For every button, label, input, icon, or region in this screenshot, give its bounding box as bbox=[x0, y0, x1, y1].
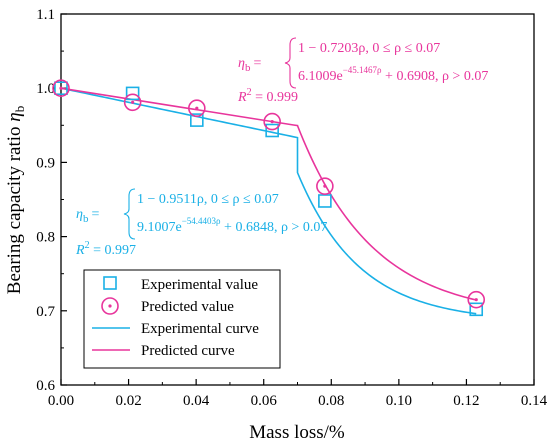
x-tick-label: 0.08 bbox=[318, 393, 344, 409]
x-tick-label: 0.00 bbox=[48, 393, 74, 409]
legend-item-predicted-value: Predicted value bbox=[101, 297, 234, 315]
legend-item-predicted-curve: Predicted curve bbox=[92, 343, 235, 359]
pred-line1: 1 − 0.7203ρ, 0 ≤ ρ ≤ 0.07 bbox=[298, 41, 440, 56]
x-tick-label: 0.04 bbox=[183, 393, 210, 409]
pred-brace bbox=[284, 37, 297, 89]
legend-label-experimental-value: Experimental value bbox=[141, 277, 258, 293]
exp-line2-exp: −54.4403ρ bbox=[182, 216, 221, 226]
predicted-value-point-dot bbox=[59, 86, 63, 90]
predicted-value-point-dot bbox=[195, 106, 199, 110]
y-axis-title-symbol: η bbox=[4, 112, 25, 121]
legend-label-predicted-value: Predicted value bbox=[141, 299, 234, 315]
svg-text:9.1007e−54.4403ρ + 0.6848, ρ: 9.1007e−54.4403ρ + 0.6848, ρ > 0.07 bbox=[137, 216, 327, 235]
legend: Experimental value Predicted value Exper… bbox=[83, 269, 281, 369]
pred-line2-exp: −45.1467ρ bbox=[343, 65, 382, 75]
predicted-value-point bbox=[316, 177, 334, 195]
svg-text:ηb=: ηb = bbox=[238, 56, 261, 74]
svg-text:ηb=: ηb = bbox=[76, 207, 99, 225]
exp-r2-sup: 2 bbox=[85, 240, 90, 251]
legend-circle-marker bbox=[101, 297, 119, 315]
predicted-value-point-dot bbox=[270, 119, 274, 124]
predicted-value-point bbox=[123, 93, 142, 112]
pred-r2-sup: 2 bbox=[247, 87, 252, 98]
predicted-value-point bbox=[52, 79, 70, 97]
pred-r2-value: = 0.999 bbox=[252, 90, 298, 105]
y-axis-title-subscript: b bbox=[12, 106, 27, 113]
predicted-value-point bbox=[188, 99, 206, 118]
y-tick-label: 0.9 bbox=[36, 155, 55, 171]
pred-r2-label: R bbox=[237, 90, 247, 105]
y-axis-title: Bearing capacity ratio ηb bbox=[4, 106, 27, 294]
legend-label-predicted-curve: Predicted curve bbox=[141, 343, 235, 359]
predicted-value-point bbox=[263, 112, 281, 131]
predicted-value-point-dot bbox=[474, 298, 478, 302]
experimental-equation: ηb = 1 − 0.9511ρ, 0 ≤ ρ ≤ 0.07 9.1007e−54… bbox=[75, 188, 327, 258]
exp-eq: = bbox=[91, 207, 99, 222]
experimental-value-point bbox=[190, 113, 204, 127]
exp-eta: η bbox=[76, 207, 83, 222]
pred-line2-rest: + 0.6908, ρ > 0.07 bbox=[382, 69, 489, 84]
y-axis-title-text: Bearing capacity ratio bbox=[4, 122, 25, 295]
y-tick-label: 1.0 bbox=[36, 81, 55, 97]
y-tick-label: 0.8 bbox=[36, 230, 55, 246]
legend-circle-dot bbox=[108, 304, 112, 308]
pred-eq: = bbox=[253, 56, 261, 71]
x-axis-title: Mass loss/% bbox=[249, 422, 345, 443]
exp-line2-base: 9.1007e bbox=[137, 220, 182, 235]
pred-eta-sub: b bbox=[245, 62, 251, 74]
legend-item-experimental-curve: Experimental curve bbox=[92, 321, 259, 337]
exp-line1: 1 − 0.9511ρ, 0 ≤ ρ ≤ 0.07 bbox=[137, 192, 279, 207]
svg-text:6.1009e−45.1467ρ + 0.6908, ρ: 6.1009e−45.1467ρ + 0.6908, ρ > 0.07 bbox=[298, 65, 488, 84]
y-tick-label: 0.6 bbox=[36, 378, 55, 394]
y-tick-label: 0.7 bbox=[36, 304, 55, 320]
exp-brace bbox=[123, 188, 136, 240]
svg-text:R2 = 0.997: R2 = 0.997 bbox=[75, 240, 136, 258]
experimental-value-point bbox=[318, 194, 332, 208]
y-axis-ticks: 0.6 0.7 0.8 0.9 1.0 1.1 bbox=[36, 7, 67, 394]
exp-r2-value: = 0.997 bbox=[90, 243, 136, 258]
experimental-value-point bbox=[265, 123, 279, 138]
pred-line2-base: 6.1009e bbox=[298, 69, 343, 84]
x-tick-label: 0.14 bbox=[521, 393, 548, 409]
legend-square-marker bbox=[103, 276, 117, 290]
legend-item-experimental-value: Experimental value bbox=[103, 276, 258, 293]
exp-eta-sub: b bbox=[83, 213, 89, 225]
data-points bbox=[52, 79, 486, 317]
pred-eta: η bbox=[238, 56, 245, 71]
predicted-value-point-dot bbox=[323, 184, 327, 188]
experimental-value-point bbox=[54, 81, 68, 95]
experimental-value-point bbox=[125, 86, 140, 101]
exp-line2-rest: + 0.6848, ρ > 0.07 bbox=[221, 220, 328, 235]
predicted-value-point bbox=[467, 290, 486, 309]
experimental-value-point bbox=[469, 302, 484, 317]
x-tick-label: 0.12 bbox=[453, 393, 479, 409]
x-tick-label: 0.10 bbox=[386, 393, 412, 409]
x-axis-ticks: 0.00 0.02 0.04 0.06 0.08 0.10 0.12 0.14 bbox=[48, 379, 548, 409]
y-tick-label: 1.1 bbox=[36, 7, 55, 23]
predicted-value-point-dot bbox=[131, 100, 135, 104]
predicted-equation: ηb = 1 − 0.7203ρ, 0 ≤ ρ ≤ 0.07 6.1009e−45… bbox=[237, 37, 488, 105]
exp-r2-label: R bbox=[75, 243, 85, 258]
x-tick-label: 0.02 bbox=[115, 393, 141, 409]
legend-label-experimental-curve: Experimental curve bbox=[141, 321, 259, 337]
x-tick-label: 0.06 bbox=[251, 393, 278, 409]
svg-text:R2 = 0.999: R2 = 0.999 bbox=[237, 87, 298, 105]
